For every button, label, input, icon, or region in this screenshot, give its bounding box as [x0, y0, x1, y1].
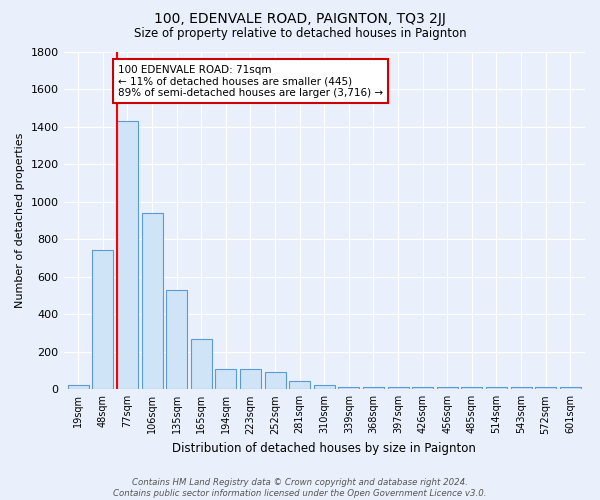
Bar — [363, 387, 384, 390]
Bar — [560, 387, 581, 390]
X-axis label: Distribution of detached houses by size in Paignton: Distribution of detached houses by size … — [172, 442, 476, 455]
Bar — [68, 384, 89, 390]
Text: 100 EDENVALE ROAD: 71sqm
← 11% of detached houses are smaller (445)
89% of semi-: 100 EDENVALE ROAD: 71sqm ← 11% of detach… — [118, 64, 383, 98]
Bar — [265, 372, 286, 390]
Text: Contains HM Land Registry data © Crown copyright and database right 2024.
Contai: Contains HM Land Registry data © Crown c… — [113, 478, 487, 498]
Bar — [437, 387, 458, 390]
Bar — [412, 387, 433, 390]
Text: 100, EDENVALE ROAD, PAIGNTON, TQ3 2JJ: 100, EDENVALE ROAD, PAIGNTON, TQ3 2JJ — [154, 12, 446, 26]
Bar — [486, 387, 507, 390]
Bar — [191, 338, 212, 390]
Bar — [461, 387, 482, 390]
Bar — [117, 121, 138, 390]
Bar — [142, 213, 163, 390]
Y-axis label: Number of detached properties: Number of detached properties — [15, 132, 25, 308]
Bar — [535, 387, 556, 390]
Bar — [314, 384, 335, 390]
Bar — [215, 368, 236, 390]
Bar — [511, 387, 532, 390]
Bar — [388, 387, 409, 390]
Bar — [240, 368, 261, 390]
Bar — [338, 387, 359, 390]
Bar — [166, 290, 187, 390]
Text: Size of property relative to detached houses in Paignton: Size of property relative to detached ho… — [134, 28, 466, 40]
Bar — [92, 250, 113, 390]
Bar — [289, 381, 310, 390]
